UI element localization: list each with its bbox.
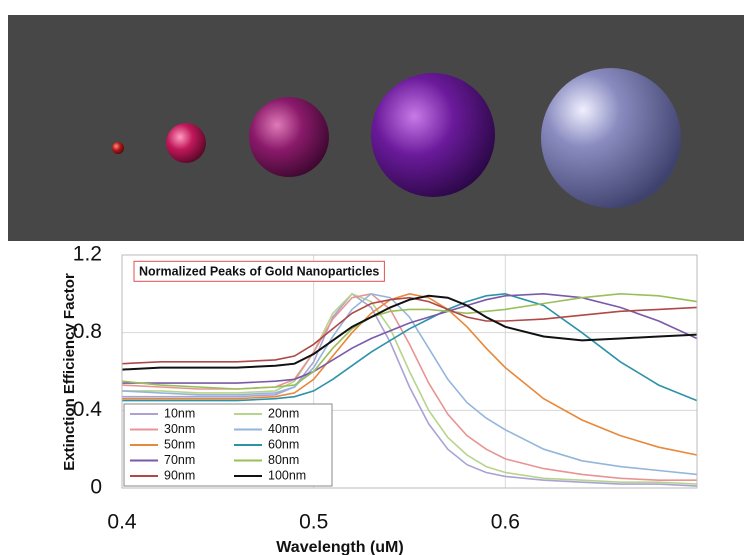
x-axis-title: Wavelength (uM) [276, 539, 403, 555]
x-tick-label: 0.4 [107, 511, 137, 534]
sphere [371, 73, 495, 197]
legend-label: 90nm [164, 468, 195, 482]
sphere [112, 142, 124, 154]
sphere [249, 97, 329, 177]
legend-label: 40nm [268, 422, 299, 436]
y-tick-label: 0.8 [73, 320, 102, 343]
page: Wavelength (uM) Extinction Efficiency Fa… [0, 0, 744, 555]
sphere [166, 123, 206, 163]
chart: Wavelength (uM) Extinction Efficiency Fa… [0, 0, 744, 555]
legend-label: 70nm [164, 453, 195, 467]
y-axis-title: Extinction Efficiency Factor [61, 273, 78, 471]
y-tick-label: 0.4 [73, 398, 103, 421]
legend-label: 80nm [268, 453, 299, 467]
legend-label: 30nm [164, 422, 195, 436]
sphere [541, 68, 681, 208]
legend-label: 20nm [268, 406, 299, 420]
y-tick-label: 1.2 [73, 243, 102, 266]
x-tick-label: 0.6 [491, 511, 520, 534]
legend-label: 10nm [164, 406, 195, 420]
legend-label: 50nm [164, 437, 195, 451]
legend-label: 60nm [268, 437, 299, 451]
chart-title: Normalized Peaks of Gold Nanoparticles [139, 264, 379, 278]
legend-label: 100nm [268, 468, 306, 482]
x-tick-label: 0.5 [299, 511, 328, 534]
y-tick-label: 0 [90, 476, 102, 499]
